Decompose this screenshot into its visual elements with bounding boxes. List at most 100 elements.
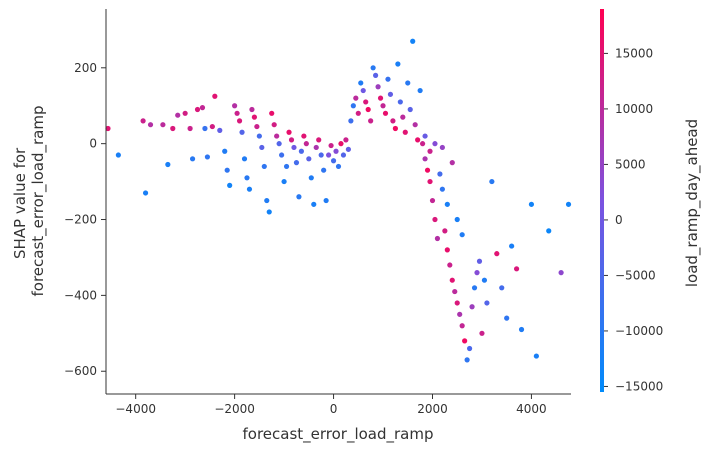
scatter-point: [390, 118, 396, 124]
scatter-point: [254, 123, 260, 130]
colorbar-tick-label: 10000: [615, 102, 653, 116]
scatter-point: [427, 148, 433, 154]
scatter-point: [279, 152, 285, 158]
scatter-point: [187, 125, 193, 132]
scatter-point: [330, 158, 337, 164]
scatter-point: [259, 144, 265, 151]
scatter-point: [323, 197, 329, 204]
scatter-point: [281, 178, 287, 185]
scatter-point: [459, 232, 465, 238]
scatter-point: [434, 235, 441, 242]
scatter-point: [209, 123, 215, 130]
scatter-point: [546, 228, 552, 234]
scatter-point: [360, 87, 366, 94]
scatter-point: [528, 201, 535, 207]
scatter-point: [370, 65, 376, 71]
scatter-point: [340, 152, 347, 158]
scatter-point: [246, 186, 253, 192]
scatter-point: [311, 201, 317, 207]
colorbar-tick-label: −5000: [615, 268, 656, 282]
scatter-point: [217, 127, 223, 133]
scatter-point: [442, 228, 448, 234]
scatter-point: [283, 163, 290, 170]
scatter-point: [318, 152, 324, 158]
scatter-point: [469, 304, 475, 310]
colorbar-tick-label: 15000: [615, 46, 653, 60]
scatter-point: [160, 122, 166, 128]
scatter-point: [142, 190, 149, 196]
y-tick-label: 200: [74, 61, 97, 75]
y-ticks: 200 0 −200 −400 −600: [64, 61, 106, 378]
scatter-point: [303, 141, 309, 147]
scatter-point: [236, 118, 243, 124]
scatter-point: [513, 266, 520, 272]
scatter-point: [429, 197, 436, 204]
scatter-point: [355, 110, 361, 116]
scatter-point: [345, 146, 351, 152]
scatter-point: [419, 141, 426, 147]
scatter-point: [380, 103, 386, 109]
scatter-point: [397, 99, 403, 105]
x-tick-label: 4000: [516, 402, 547, 416]
scatter-point: [427, 178, 433, 185]
scatter-point: [286, 129, 292, 135]
scatter-point: [439, 144, 445, 151]
colorbar-tick-label: −10000: [615, 324, 663, 338]
scatter-point: [251, 114, 258, 120]
scatter-point: [375, 84, 381, 90]
scatter-point: [296, 194, 302, 200]
scatter-point: [462, 338, 468, 344]
scatter-points: [105, 38, 572, 363]
scatter-point: [189, 156, 196, 162]
scatter-point: [387, 91, 394, 97]
scatter-point: [392, 125, 398, 132]
colorbar: 15000 10000 5000 0 −5000 −10000 −15000 load_ra…: [600, 9, 702, 393]
colorbar-tick-label: 0: [615, 213, 623, 227]
x-axis: −4000 −2000 0 2000 4000 forecast_error_load_…: [106, 393, 571, 444]
scatter-point: [276, 141, 282, 147]
scatter-point: [170, 125, 176, 132]
scatter-point: [333, 148, 339, 154]
scatter-point: [105, 125, 111, 132]
scatter-point: [422, 133, 428, 139]
scatter-point: [353, 95, 359, 101]
scatter-point: [175, 112, 181, 118]
scatter-point: [466, 345, 473, 352]
y-axis-title-line-1: SHAP value for: [11, 147, 29, 259]
scatter-point: [452, 288, 458, 295]
scatter-point: [335, 163, 342, 170]
colorbar-title: load_ramp_day_ahead: [683, 119, 702, 287]
colorbar-ticks: 15000 10000 5000 0 −5000 −10000 −15000: [604, 46, 663, 393]
scatter-point: [385, 76, 391, 82]
scatter-point: [343, 137, 349, 143]
scatter-point: [459, 323, 465, 329]
scatter-point: [439, 186, 445, 192]
scatter-point: [115, 152, 121, 158]
x-tick-label: −2000: [214, 402, 255, 416]
scatter-point: [415, 137, 421, 143]
scatter-point: [288, 137, 295, 143]
scatter-point: [476, 258, 483, 264]
scatter-point: [326, 152, 332, 158]
y-tick-label: 0: [89, 137, 97, 151]
scatter-point: [432, 216, 438, 223]
scatter-point: [417, 87, 423, 94]
y-tick-label: −200: [64, 213, 97, 227]
scatter-point: [199, 105, 206, 111]
scatter-point: [402, 129, 408, 135]
scatter-point: [494, 251, 500, 257]
scatter-point: [422, 156, 428, 162]
scatter-point: [457, 311, 463, 317]
scatter-point: [424, 167, 431, 173]
scatter-point: [449, 160, 455, 166]
scatter-point: [432, 141, 438, 147]
scatter-point: [558, 270, 564, 276]
scatter-point: [481, 277, 488, 283]
scatter-point: [182, 110, 188, 116]
scatter-point: [405, 80, 411, 86]
y-axis: 200 0 −200 −400 −600 SHAP value for forecast…: [11, 9, 107, 394]
x-tick-label: −4000: [115, 402, 156, 416]
scatter-point: [489, 178, 495, 185]
y-axis-title-line-2: forecast_error_load_ramp: [29, 105, 48, 296]
scatter-point: [499, 285, 505, 291]
